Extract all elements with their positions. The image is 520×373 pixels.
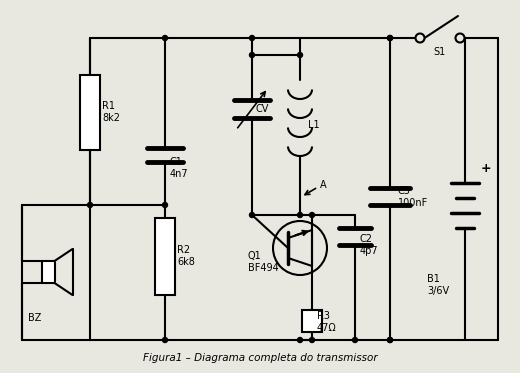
Text: C1
4n7: C1 4n7 bbox=[170, 157, 189, 179]
Circle shape bbox=[162, 338, 167, 342]
Text: R2
6k8: R2 6k8 bbox=[177, 245, 195, 267]
Bar bbox=[302, 310, 322, 332]
Text: A: A bbox=[320, 180, 327, 190]
Circle shape bbox=[87, 203, 93, 207]
Circle shape bbox=[297, 53, 303, 57]
Circle shape bbox=[297, 338, 303, 342]
Bar bbox=[155, 218, 175, 295]
Circle shape bbox=[309, 338, 315, 342]
Circle shape bbox=[387, 338, 393, 342]
Text: Figura1 – Diagrama completa do transmissor: Figura1 – Diagrama completa do transmiss… bbox=[142, 353, 378, 363]
Circle shape bbox=[162, 203, 167, 207]
Circle shape bbox=[353, 338, 358, 342]
Text: BZ: BZ bbox=[28, 313, 42, 323]
Text: R1
8k2: R1 8k2 bbox=[102, 101, 120, 123]
Bar bbox=[42, 261, 55, 283]
Text: Q1
BF494: Q1 BF494 bbox=[248, 251, 279, 273]
Circle shape bbox=[387, 35, 393, 41]
Bar bbox=[80, 75, 100, 150]
Circle shape bbox=[162, 35, 167, 41]
Circle shape bbox=[309, 213, 315, 217]
Circle shape bbox=[387, 35, 393, 41]
Circle shape bbox=[250, 53, 254, 57]
Text: L1: L1 bbox=[308, 120, 320, 130]
Circle shape bbox=[250, 35, 254, 41]
Text: C3
100nF: C3 100nF bbox=[398, 186, 428, 208]
Circle shape bbox=[297, 213, 303, 217]
Text: R3
47Ω: R3 47Ω bbox=[317, 311, 337, 333]
Text: C2
4p7: C2 4p7 bbox=[360, 234, 379, 256]
Text: S1: S1 bbox=[433, 47, 445, 57]
Circle shape bbox=[387, 338, 393, 342]
Circle shape bbox=[456, 34, 464, 43]
Text: +: + bbox=[481, 162, 491, 175]
Circle shape bbox=[250, 213, 254, 217]
Text: CV: CV bbox=[256, 104, 269, 114]
Text: B1
3/6V: B1 3/6V bbox=[427, 274, 449, 296]
Circle shape bbox=[415, 34, 424, 43]
